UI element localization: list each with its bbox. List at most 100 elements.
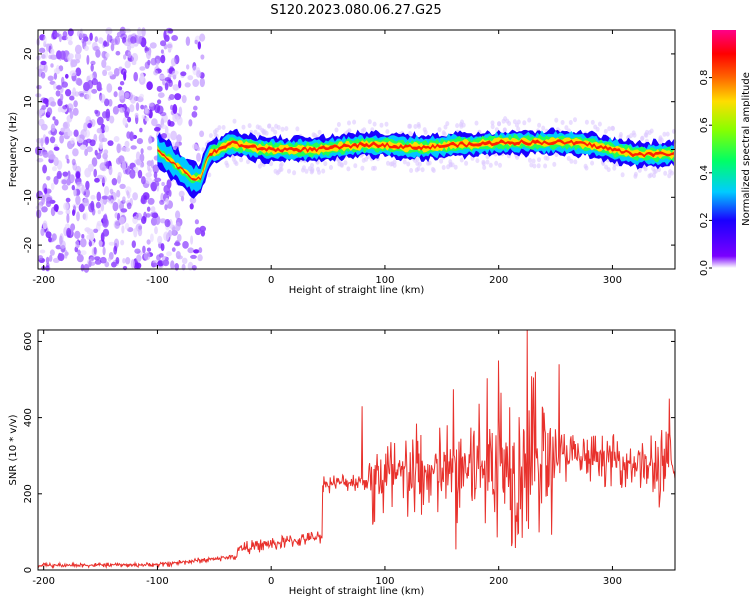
heatmap-noise-cell bbox=[106, 83, 113, 93]
heatmap-halo-cell bbox=[618, 134, 623, 140]
heatmap-noise-cell bbox=[36, 209, 42, 219]
heatmap-noise-cell bbox=[148, 102, 154, 107]
heatmap-noise-cell bbox=[194, 39, 198, 45]
heatmap-halo-cell bbox=[232, 118, 237, 124]
heatmap-noise-cell bbox=[157, 235, 163, 244]
heatmap-noise-cell bbox=[58, 33, 62, 43]
heatmap-noise-cell bbox=[160, 54, 166, 64]
x-tick-label: 200 bbox=[489, 275, 508, 286]
figure-title: S120.2023.080.06.27.G25 bbox=[270, 3, 441, 18]
heatmap-halo-cell bbox=[275, 170, 280, 176]
heatmap-noise-cell bbox=[57, 210, 64, 215]
heatmap-noise-cell bbox=[47, 96, 55, 106]
heatmap-noise-cell bbox=[158, 74, 166, 80]
heatmap-halo-cell bbox=[497, 121, 502, 127]
heatmap-noise-cell bbox=[59, 134, 64, 144]
heatmap-noise-cell bbox=[135, 158, 141, 166]
heatmap-noise-cell bbox=[51, 233, 57, 241]
heatmap-noise-cell bbox=[172, 84, 180, 91]
heatmap-noise-cell bbox=[127, 116, 132, 123]
heatmap-halo-cell bbox=[416, 122, 421, 127]
heatmap-noise-cell bbox=[141, 27, 146, 37]
heatmap-noise-cell bbox=[75, 170, 81, 179]
heatmap-noise-cell bbox=[113, 91, 118, 98]
heatmap-noise-cell bbox=[41, 206, 48, 213]
heatmap-halo-cell bbox=[474, 120, 479, 126]
heatmap-halo-cell bbox=[225, 163, 230, 168]
heatmap-halo-cell bbox=[629, 133, 634, 139]
heatmap-noise-cell bbox=[114, 220, 120, 229]
heatmap-noise-cell bbox=[40, 71, 46, 79]
heatmap-halo-cell bbox=[334, 127, 339, 133]
heatmap-noise-cell bbox=[159, 199, 165, 205]
heatmap-noise-cell bbox=[131, 60, 137, 66]
snr-y-ticks: 0 200 400 600 bbox=[23, 332, 675, 573]
heatmap-noise-cell bbox=[39, 249, 46, 254]
heatmap-noise-cell bbox=[127, 51, 132, 59]
heatmap-halo-cell bbox=[552, 161, 557, 167]
heatmap-halo-cell bbox=[541, 125, 546, 131]
heatmap-noise-cell bbox=[176, 134, 182, 143]
spectrogram-x-label: Height of straight line (km) bbox=[289, 285, 425, 296]
heatmap-noise-cell bbox=[190, 254, 197, 259]
heatmap-noise-cell bbox=[140, 148, 144, 155]
heatmap-noise-cell bbox=[105, 160, 110, 169]
heatmap-noise-cell bbox=[84, 212, 88, 221]
heatmap-noise-cell bbox=[74, 52, 82, 61]
heatmap-noise-cell bbox=[55, 85, 63, 90]
heatmap-halo-cell bbox=[560, 120, 565, 125]
heatmap-halo-cell bbox=[584, 119, 589, 125]
heatmap-noise-cell bbox=[116, 189, 121, 198]
heatmap-noise-cell bbox=[150, 233, 154, 242]
heatmap-noise-cell bbox=[121, 225, 125, 234]
heatmap-noise-cell bbox=[167, 119, 171, 127]
heatmap-noise-cell bbox=[99, 256, 107, 264]
heatmap-noise-cell bbox=[168, 28, 174, 34]
heatmap-halo-cell bbox=[273, 129, 278, 135]
heatmap-noise-cell bbox=[39, 47, 46, 53]
heatmap-halo-cell bbox=[247, 123, 252, 129]
heatmap-noise-cell bbox=[135, 102, 140, 111]
heatmap-halo-cell bbox=[360, 165, 365, 171]
x-tick-label: -200 bbox=[32, 576, 55, 587]
heatmap-noise-cell bbox=[200, 54, 205, 60]
heatmap-halo-cell bbox=[481, 159, 486, 165]
heatmap-noise-cell bbox=[101, 59, 107, 68]
heatmap-noise-cell bbox=[41, 54, 46, 59]
heatmap-halo-cell bbox=[339, 162, 344, 168]
heatmap-noise-cell bbox=[86, 54, 90, 65]
heatmap-noise-cell bbox=[124, 92, 130, 99]
y-tick-label: 200 bbox=[23, 484, 34, 503]
heatmap-noise-cell bbox=[64, 251, 69, 256]
heatmap-halo-cell bbox=[554, 117, 559, 123]
heatmap-noise-cell bbox=[135, 34, 143, 44]
heatmap-halo-cell bbox=[665, 131, 670, 137]
heatmap-noise-cell bbox=[158, 253, 164, 258]
heatmap-noise-cell bbox=[88, 74, 94, 80]
x-tick-label: 300 bbox=[603, 275, 622, 286]
heatmap-noise-cell bbox=[71, 158, 76, 166]
heatmap-noise-cell bbox=[96, 81, 102, 92]
heatmap-noise-cell bbox=[151, 262, 158, 268]
heatmap-halo-cell bbox=[292, 170, 297, 176]
heatmap-noise-cell bbox=[50, 54, 58, 60]
heatmap-halo-cell bbox=[569, 158, 574, 164]
y-tick-label: 600 bbox=[23, 332, 34, 351]
heatmap-noise-cell bbox=[58, 253, 65, 262]
heatmap-noise-cell bbox=[114, 35, 121, 45]
heatmap-noise-cell bbox=[134, 112, 139, 118]
heatmap-halo-cell bbox=[450, 162, 455, 168]
heatmap-halo-cell bbox=[522, 120, 527, 126]
heatmap-noise-cell bbox=[121, 161, 127, 171]
heatmap-halo-cell bbox=[461, 122, 466, 128]
heatmap-noise-cell bbox=[157, 92, 165, 98]
heatmap-noise-cell bbox=[115, 50, 121, 56]
heatmap-noise-cell bbox=[115, 257, 120, 264]
heatmap-noise-cell bbox=[164, 34, 170, 42]
heatmap-noise-cell bbox=[147, 197, 155, 205]
heatmap-noise-cell bbox=[156, 85, 163, 92]
heatmap-noise-cell bbox=[88, 240, 92, 247]
heatmap-noise-cell bbox=[129, 131, 135, 142]
heatmap-noise-cell bbox=[112, 106, 119, 115]
heatmap-noise-cell bbox=[168, 94, 175, 100]
